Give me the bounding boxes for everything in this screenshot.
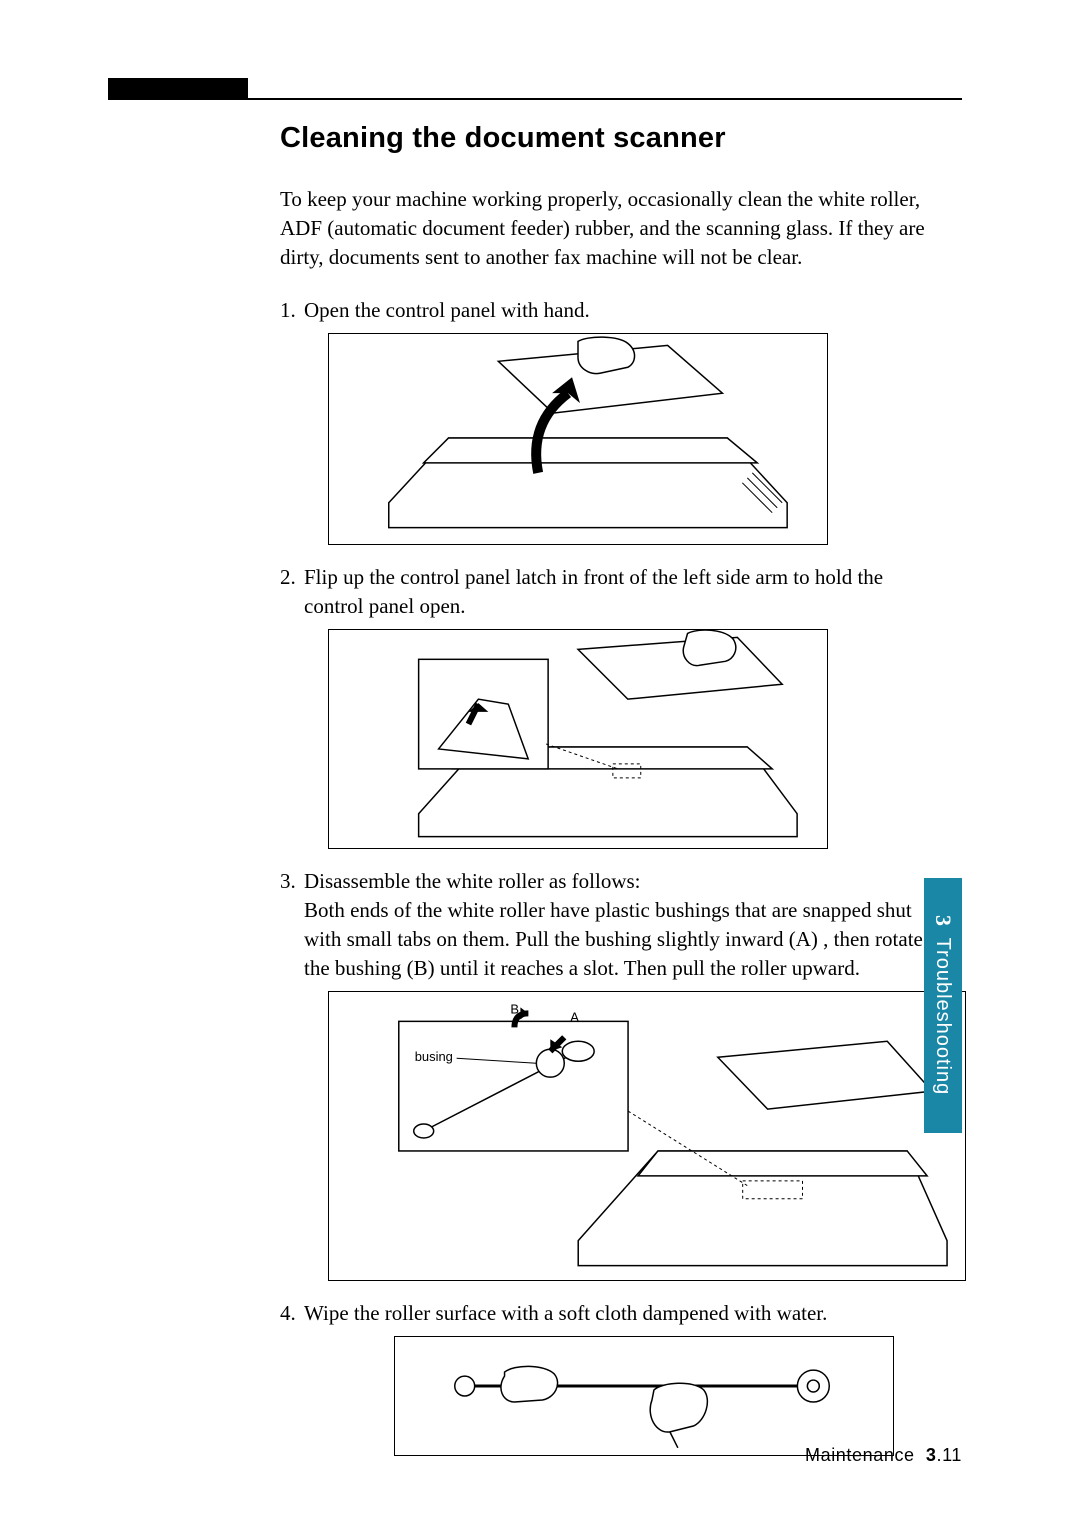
content-column: Cleaning the document scanner To keep yo… (280, 122, 942, 1474)
figure-3-label-busing: busing (415, 1049, 453, 1064)
chapter-tab-number: 3 (931, 915, 956, 927)
header-rule (108, 98, 962, 100)
section-title: Cleaning the document scanner (280, 122, 942, 155)
figure-2 (328, 629, 828, 849)
footer-page: 11 (942, 1445, 962, 1465)
figure-4 (394, 1336, 894, 1456)
intro-paragraph: To keep your machine working properly, o… (280, 185, 942, 272)
figure-1 (328, 333, 828, 545)
page-footer: Maintenance 3.11 (805, 1445, 962, 1466)
step-4-text: Wipe the roller surface with a soft clot… (304, 1301, 827, 1325)
step-2-text: Flip up the control panel latch in front… (304, 565, 883, 618)
step-3: Disassemble the white roller as follows:… (280, 867, 942, 1281)
step-4: Wipe the roller surface with a soft clot… (280, 1299, 942, 1456)
header-accent-block (108, 78, 248, 98)
figure-3: B A busing (328, 991, 966, 1281)
step-3-text: Disassemble the white roller as follows:… (304, 869, 923, 980)
chapter-tab: 3 Troubleshooting (924, 878, 962, 1133)
footer-chapter: 3 (926, 1445, 937, 1465)
chapter-tab-label: Troubleshooting (932, 938, 954, 1096)
step-2: Flip up the control panel latch in front… (280, 563, 942, 849)
figure-3-label-a: A (570, 1009, 579, 1024)
step-1: Open the control panel with hand. (280, 296, 942, 545)
footer-section: Maintenance (805, 1445, 915, 1465)
figure-3-label-b: B (510, 1001, 519, 1016)
step-1-text: Open the control panel with hand. (304, 298, 590, 322)
chapter-tab-text: 3 Troubleshooting (930, 915, 956, 1095)
steps-list: Open the control panel with hand. (280, 296, 942, 1456)
page: Cleaning the document scanner To keep yo… (0, 0, 1080, 1526)
